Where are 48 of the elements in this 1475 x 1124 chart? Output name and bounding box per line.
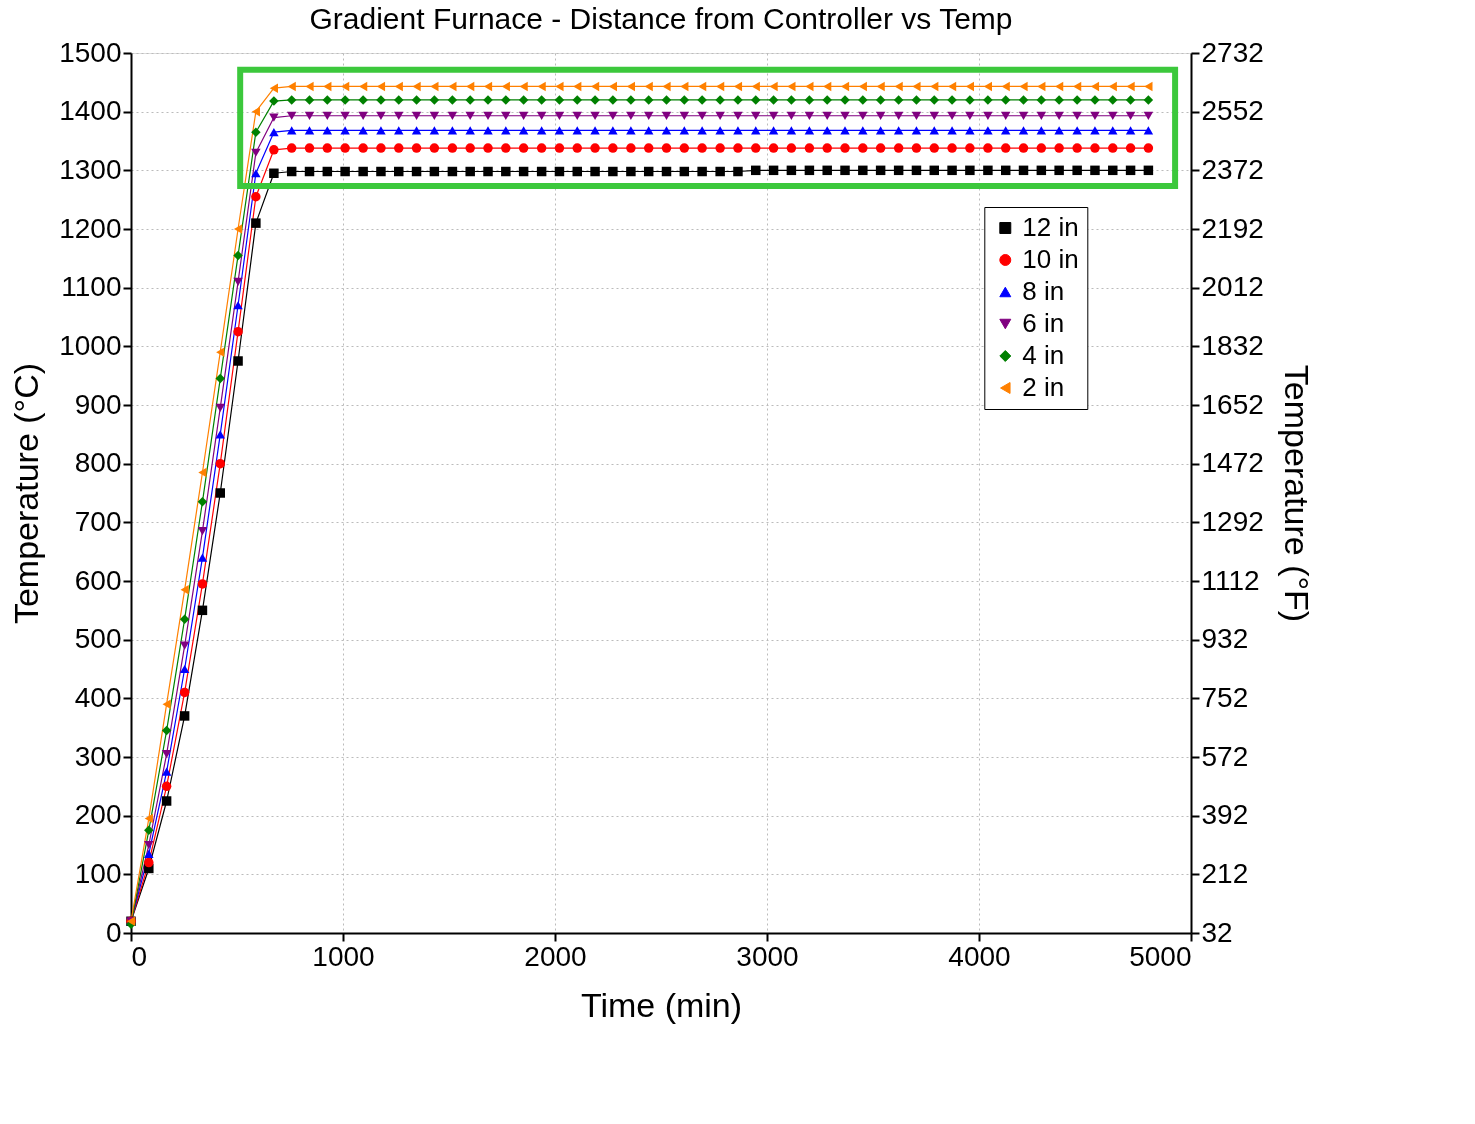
y2-tick-label: 212 <box>1201 857 1249 889</box>
y2-tick-label: 752 <box>1201 681 1249 713</box>
y2-tick-label: 932 <box>1201 623 1249 655</box>
legend-label: 12 in <box>1022 212 1079 242</box>
y-tick-label: 800 <box>74 447 122 479</box>
y-tick-label: 400 <box>74 681 122 713</box>
x-tick-label: 4000 <box>948 940 1011 972</box>
y2-tick-label: 1652 <box>1201 388 1264 420</box>
x-axis-title: Time (min) <box>580 985 743 1024</box>
y-tick-label: 200 <box>74 799 122 831</box>
x-tick-label: 0 <box>131 940 148 972</box>
y-tick-label: 900 <box>74 388 122 420</box>
y-tick-label: 1000 <box>59 329 122 361</box>
legend-label: 10 in <box>1022 244 1079 274</box>
y2-tick-label: 2732 <box>1201 36 1264 68</box>
y2-tick-label: 1472 <box>1201 447 1264 479</box>
legend-label: 8 in <box>1022 276 1065 306</box>
y2-tick-label: 2192 <box>1201 212 1264 244</box>
y2-tick-label: 392 <box>1201 799 1249 831</box>
y-axis-title: Temperature (°C) <box>7 362 46 625</box>
y-tick-label: 1300 <box>59 153 122 185</box>
x-tick-label: 5000 <box>1129 940 1192 972</box>
chart-title: Gradient Furnace - Distance from Controller vs Temp <box>309 2 1013 35</box>
y-tick-label: 0 <box>105 916 122 948</box>
y-tick-label: 500 <box>74 623 122 655</box>
y2-tick-label: 2012 <box>1201 271 1264 303</box>
y2-tick-label: 572 <box>1201 740 1249 772</box>
y-tick-label: 1400 <box>59 95 122 127</box>
y2-tick-label: 2552 <box>1201 95 1264 127</box>
y-tick-label: 600 <box>74 564 122 596</box>
y-tick-label: 300 <box>74 740 122 772</box>
y-tick-label: 1200 <box>59 212 122 244</box>
y-tick-label: 1100 <box>61 271 122 303</box>
y2-axis-title: Temperature (°F) <box>1277 364 1316 623</box>
legend-label: 6 in <box>1022 308 1065 338</box>
y2-tick-label: 2372 <box>1201 153 1264 185</box>
y2-tick-label: 1292 <box>1201 505 1264 537</box>
y-tick-label: 1500 <box>59 36 122 68</box>
x-tick-label: 3000 <box>736 940 799 972</box>
x-tick-label: 1000 <box>312 940 375 972</box>
y2-tick-label: 1832 <box>1201 329 1264 361</box>
y-tick-label: 100 <box>74 857 122 889</box>
y2-tick-label: 1112 <box>1201 564 1260 596</box>
legend-label: 2 in <box>1022 372 1065 402</box>
x-tick-label: 2000 <box>524 940 587 972</box>
legend-label: 4 in <box>1022 340 1065 370</box>
y-tick-label: 700 <box>74 505 122 537</box>
y2-tick-label: 32 <box>1201 916 1233 948</box>
